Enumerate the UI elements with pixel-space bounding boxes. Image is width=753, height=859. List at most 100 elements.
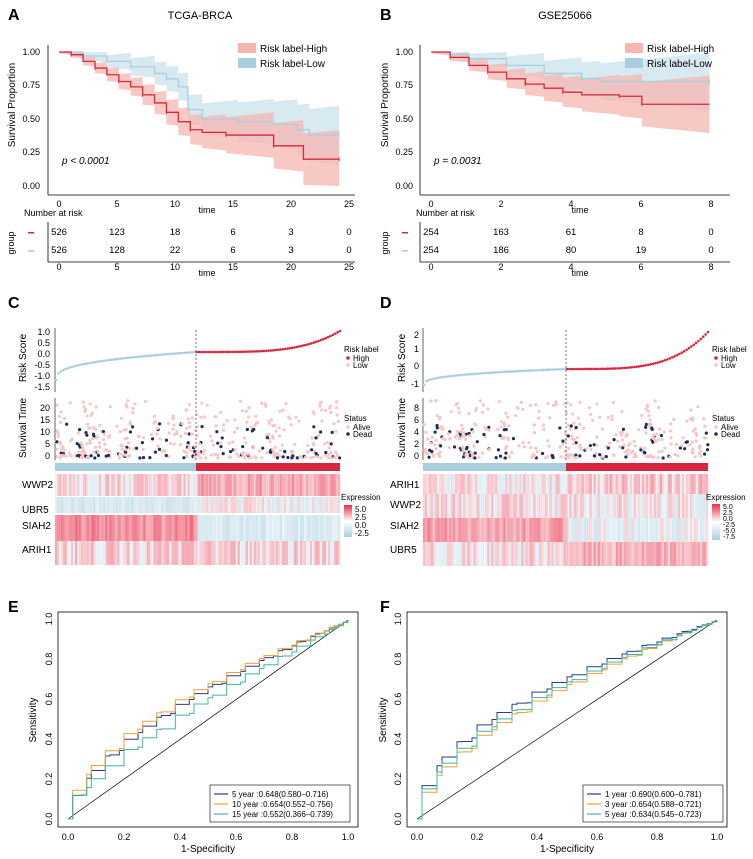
heatmap-cell [607,518,610,542]
alive-sample-point [60,446,64,450]
risk-score-point [565,367,569,371]
heatmap-cell [193,474,196,496]
alive-sample-point [92,450,96,454]
time-tick: 8 [414,403,419,413]
dead-sample-point [107,453,111,457]
heatmap-cell [469,518,472,542]
risk-score-point [321,337,325,341]
heatmap-cell [611,542,614,566]
heatmap-cell [499,474,502,494]
alive-sample-point [424,430,428,434]
alive-sample-point [541,423,546,427]
heatmap-cell [85,497,88,513]
risk-score-point [589,367,593,371]
heatmap-cell [163,541,166,565]
heatmap-cell [661,494,665,518]
alive-sample-point [625,433,629,437]
heatmap-cell [523,494,526,518]
alive-sample-point [126,399,130,403]
heatmap-cell [503,494,506,518]
alive-sample-point [566,454,571,459]
risk-score-point [592,367,595,371]
heatmap-cell [155,541,158,565]
heatmap-cell [209,474,212,496]
alive-sample-point [621,438,625,442]
heatmap-cell [65,515,68,541]
risk-tick: 0.5 [37,338,50,348]
heatmap-cell [163,497,166,513]
panel-a-risk-xticks: 0 5 10 15 20 25 [56,262,354,272]
heatmap-cell [625,542,628,566]
heatmap-cell [683,518,687,542]
alive-sample-point [277,434,282,438]
heatmap-cell [181,474,184,496]
risk-score-point [573,367,576,371]
heatmap-cell [501,474,504,494]
alive-sample-point [277,426,281,430]
alive-sample-point [59,420,63,425]
heatmap-cell [449,542,452,566]
heatmap-cell [321,515,325,541]
alive-sample-point [689,417,693,421]
heatmap-cell [281,515,285,541]
heatmap-cell [255,541,258,565]
panel-f-legend-item: 1 year :0.690(0.600–0.781) [605,790,702,799]
risk-score-point [463,373,466,376]
heatmap-cell [487,542,490,566]
risk-score-point [250,350,253,353]
heatmap-cell [109,541,112,565]
heatmap-cell [523,542,526,566]
heatmap-cell [581,518,584,542]
risk-score-point [635,365,638,369]
heatmap-cell [653,542,657,566]
heatmap-cell [277,515,280,541]
heatmap-cell [195,515,198,541]
heatmap-cell [275,541,278,565]
alive-sample-point [644,455,649,459]
risk-score-point [611,367,614,370]
alive-sample-point [244,409,249,413]
heatmap-cell [95,515,98,541]
risk-score-point [513,370,516,373]
heatmap-cell [283,474,287,496]
heatmap-cell [257,515,260,541]
heatmap-cell [625,494,628,518]
risk-score-point [243,350,246,354]
heatmap-cell [443,494,446,518]
heatmap-cell [603,518,606,542]
heatmap-cell [509,542,512,566]
heatmap-cell [337,541,341,565]
heatmap-cell [85,541,88,565]
panel-c-expr-tick: -2.5 [355,529,369,538]
heatmap-cell [687,518,691,542]
heatmap-cell [563,474,566,494]
heatmap-cell [327,474,331,496]
alive-sample-point [208,434,212,438]
risk-score-point [537,368,540,372]
heatmap-cell [201,497,204,513]
panel-a-ytick: 0.25 [22,147,40,157]
heatmap-cell [571,518,574,542]
risk-score-point [596,367,600,371]
alive-sample-point [335,400,339,404]
alive-sample-point [88,438,92,443]
dead-sample-point [435,426,439,430]
heatmap-cell [559,542,562,566]
risk-score-point [171,352,175,356]
alive-sample-point [662,430,666,434]
heatmap-cell [201,541,204,565]
alive-sample-point [579,447,583,451]
heatmap-cell [211,515,214,541]
alive-sample-point [98,423,102,427]
alive-sample-point [565,401,569,405]
alive-sample-point [669,422,673,426]
alive-sample-point [481,403,485,407]
alive-sample-point [124,448,128,452]
alive-sample-point [88,402,92,406]
risk-count: 526 [51,227,67,238]
risk-score-point [501,370,505,374]
alive-sample-point [325,440,329,445]
risk-score-point [685,348,688,352]
heatmap-cell [667,542,671,566]
heatmap-cell [99,515,102,541]
